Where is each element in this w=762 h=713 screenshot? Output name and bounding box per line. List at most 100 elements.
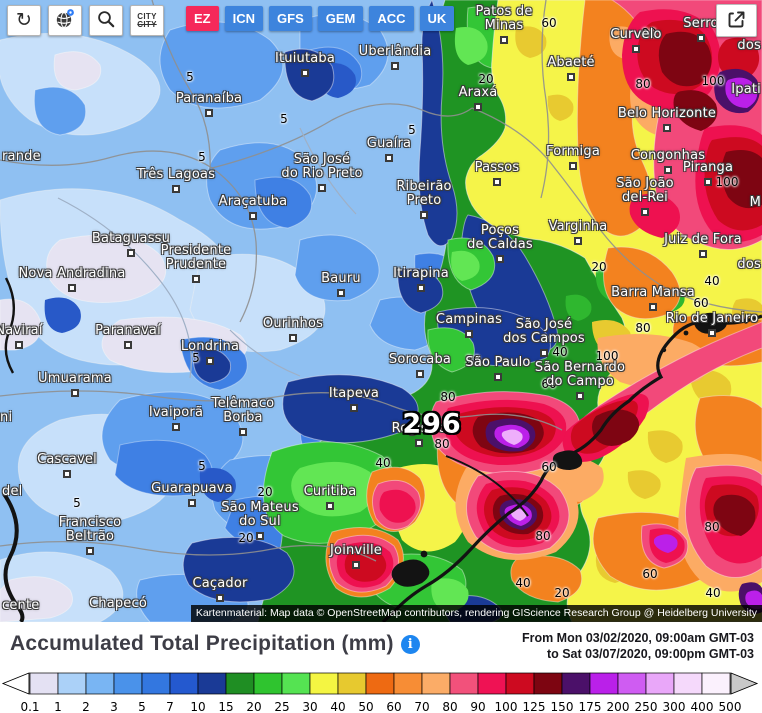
city-marker	[352, 561, 360, 569]
model-button-gfs[interactable]: GFS	[269, 6, 312, 31]
model-selector: EZ ICN GFS GEM ACC UK	[186, 6, 455, 31]
city-marker	[172, 185, 180, 193]
city-label: Rio de Janeiro	[665, 310, 759, 326]
city-label: Ourinhos	[262, 315, 324, 331]
legend-tick-label: 0.1	[20, 700, 39, 712]
city-label: cente	[2, 598, 40, 613]
contour-value-label: 80	[704, 520, 720, 534]
precipitation-map[interactable]: Ituiutaba Uberlândia Patos de Minas Curvelo S…	[0, 0, 762, 622]
legend-tick-label: 300	[663, 700, 686, 712]
legend-color-segment	[113, 672, 143, 695]
city-label: Bauru	[321, 270, 361, 286]
info-icon[interactable]: i	[400, 634, 420, 654]
max-value-label: 296	[402, 408, 462, 440]
legend-color-segment	[701, 672, 731, 695]
contour-value-label: 100	[715, 175, 739, 189]
city-label: Juiz de Fora	[664, 231, 742, 247]
city-label: Sorocaba	[388, 351, 452, 367]
legend-color-segment	[281, 672, 311, 695]
city-label: Formiga	[546, 143, 600, 159]
contour-value-label: 100	[701, 74, 725, 88]
locate-button[interactable]	[48, 5, 82, 36]
model-button-gem[interactable]: GEM	[317, 6, 364, 31]
legend-tick-label: 25	[274, 700, 289, 712]
city-marker	[567, 73, 575, 81]
magnifier-icon	[96, 9, 116, 32]
city-marker	[256, 532, 264, 540]
legend-title: Accumulated Total Precipitation (mm)	[10, 632, 394, 655]
city-label: Belo Horizonte	[617, 105, 717, 121]
legend-color-segment	[253, 672, 283, 695]
city-label: Patos de Minas	[475, 4, 533, 33]
city-marker	[574, 237, 582, 245]
city-label: Campinas	[435, 311, 503, 327]
legend-tick-label: 70	[414, 700, 429, 712]
contour-value-label: 5	[186, 70, 194, 84]
city-marker	[216, 594, 224, 602]
city-label: São José dos Campos	[503, 317, 585, 346]
contour-value-label: 40	[704, 274, 720, 288]
city-label: Caçador	[192, 575, 248, 591]
city-label: Paranavaí	[95, 322, 161, 338]
legend-tick-label: 60	[386, 700, 401, 712]
contour-value-label: 5	[73, 496, 81, 510]
model-button-uk[interactable]: UK	[419, 6, 455, 31]
city-label: Guarapuava	[151, 480, 233, 496]
legend-tick-label: 3	[110, 700, 118, 712]
legend-tick-label: 1	[54, 700, 62, 712]
legend-tick-label: 30	[302, 700, 317, 712]
forecast-period: From Mon 03/02/2020, 09:00am GMT-03 to S…	[522, 630, 754, 662]
share-icon	[725, 8, 748, 34]
city-marker	[415, 439, 423, 447]
city-marker	[68, 284, 76, 292]
zoom-out-button[interactable]	[89, 5, 123, 36]
city-labels-toggle[interactable]: CITY CITY	[130, 5, 164, 36]
share-button[interactable]	[716, 4, 757, 37]
city-label: dos	[737, 257, 761, 272]
city-marker	[465, 330, 473, 338]
city-label: Chapecó	[88, 595, 148, 611]
city-marker	[385, 154, 393, 162]
city-marker	[569, 162, 577, 170]
city-label: Barra Mansa	[611, 284, 695, 300]
model-button-ez[interactable]: EZ	[186, 6, 219, 31]
legend-tick-label: 10	[190, 700, 205, 712]
city-marker	[420, 211, 428, 219]
city-marker	[63, 470, 71, 478]
city-label: Umuarama	[38, 370, 112, 386]
city-label: Francisco Beltrão	[58, 515, 122, 544]
refresh-button[interactable]: ↻	[7, 5, 41, 36]
contour-value-label: 40	[515, 576, 531, 590]
city-marker	[71, 389, 79, 397]
contour-value-label: 5	[198, 150, 206, 164]
legend-tick-label: 90	[470, 700, 485, 712]
model-button-icn[interactable]: ICN	[224, 6, 264, 31]
contour-value-label: 40	[705, 586, 721, 600]
model-button-acc[interactable]: ACC	[369, 6, 414, 31]
legend-tick-label: 50	[358, 700, 373, 712]
city-label: São Mateus do Sul	[221, 500, 299, 529]
legend-color-segment	[57, 672, 87, 695]
city-marker	[496, 255, 504, 263]
city-label: rande	[2, 149, 41, 164]
city-marker	[704, 178, 712, 186]
contour-value-label: 60	[541, 377, 557, 391]
legend-tick-label: 400	[691, 700, 714, 712]
legend-tick-label: 5	[138, 700, 146, 712]
legend-color-segment	[673, 672, 703, 695]
city-marker	[172, 423, 180, 431]
city-label: Ipati	[731, 82, 761, 97]
city-marker	[649, 303, 657, 311]
contour-value-label: 5	[192, 351, 200, 365]
contour-value-label: 60	[541, 16, 557, 30]
contour-value-label: 20	[591, 260, 607, 274]
contour-value-label: 20	[478, 72, 494, 86]
legend-color-segment	[169, 672, 199, 695]
legend-color-segment	[225, 672, 255, 695]
city-marker	[494, 373, 502, 381]
legend-title-row: Accumulated Total Precipitation (mm) i	[10, 632, 420, 656]
city-label: Congonhas	[630, 147, 706, 163]
city-label: Passos	[474, 159, 520, 175]
legend-color-segment	[421, 672, 451, 695]
legend-tick-label: 200	[607, 700, 630, 712]
